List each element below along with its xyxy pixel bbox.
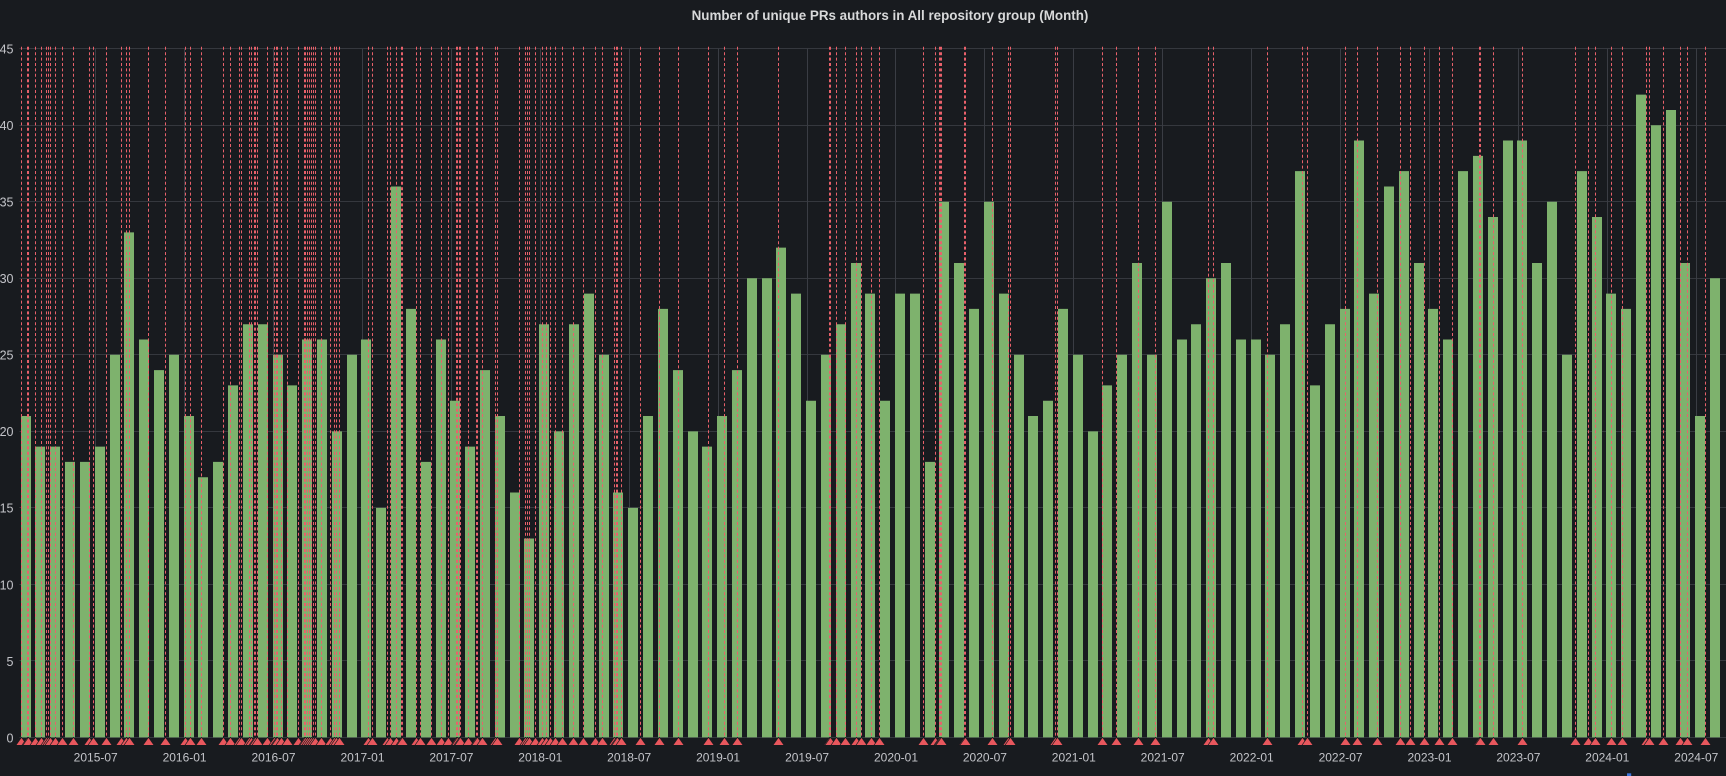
svg-text:2015-07: 2015-07: [74, 751, 118, 765]
svg-text:2021-07: 2021-07: [1141, 751, 1185, 765]
svg-text:2020-07: 2020-07: [963, 751, 1007, 765]
svg-text:2017-07: 2017-07: [429, 751, 473, 765]
svg-text:2018-07: 2018-07: [607, 751, 651, 765]
svg-text:45: 45: [0, 43, 14, 57]
svg-text:40: 40: [0, 119, 14, 133]
svg-text:2019-07: 2019-07: [785, 751, 829, 765]
svg-text:2019-01: 2019-01: [696, 751, 740, 765]
svg-text:35: 35: [0, 196, 14, 210]
svg-text:2020-01: 2020-01: [874, 751, 918, 765]
svg-text:2023-01: 2023-01: [1407, 751, 1451, 765]
svg-text:2022-07: 2022-07: [1319, 751, 1363, 765]
svg-text:2024-01: 2024-01: [1585, 751, 1629, 765]
svg-text:2022-01: 2022-01: [1230, 751, 1274, 765]
svg-text:25: 25: [0, 349, 14, 363]
svg-text:2023-07: 2023-07: [1496, 751, 1540, 765]
svg-text:5: 5: [7, 655, 14, 669]
svg-text:2016-01: 2016-01: [163, 751, 207, 765]
svg-text:2018-01: 2018-01: [518, 751, 562, 765]
svg-text:2017-01: 2017-01: [340, 751, 384, 765]
svg-text:15: 15: [0, 502, 14, 516]
svg-text:2024-07: 2024-07: [1674, 751, 1718, 765]
svg-text:10: 10: [0, 578, 14, 592]
svg-text:2016-07: 2016-07: [251, 751, 295, 765]
svg-text:2021-01: 2021-01: [1052, 751, 1096, 765]
svg-text:30: 30: [0, 272, 14, 286]
svg-text:Number of unique PRs authors i: Number of unique PRs authors in All repo…: [692, 8, 1089, 23]
svg-text:20: 20: [0, 425, 14, 439]
svg-text:0: 0: [7, 731, 14, 745]
